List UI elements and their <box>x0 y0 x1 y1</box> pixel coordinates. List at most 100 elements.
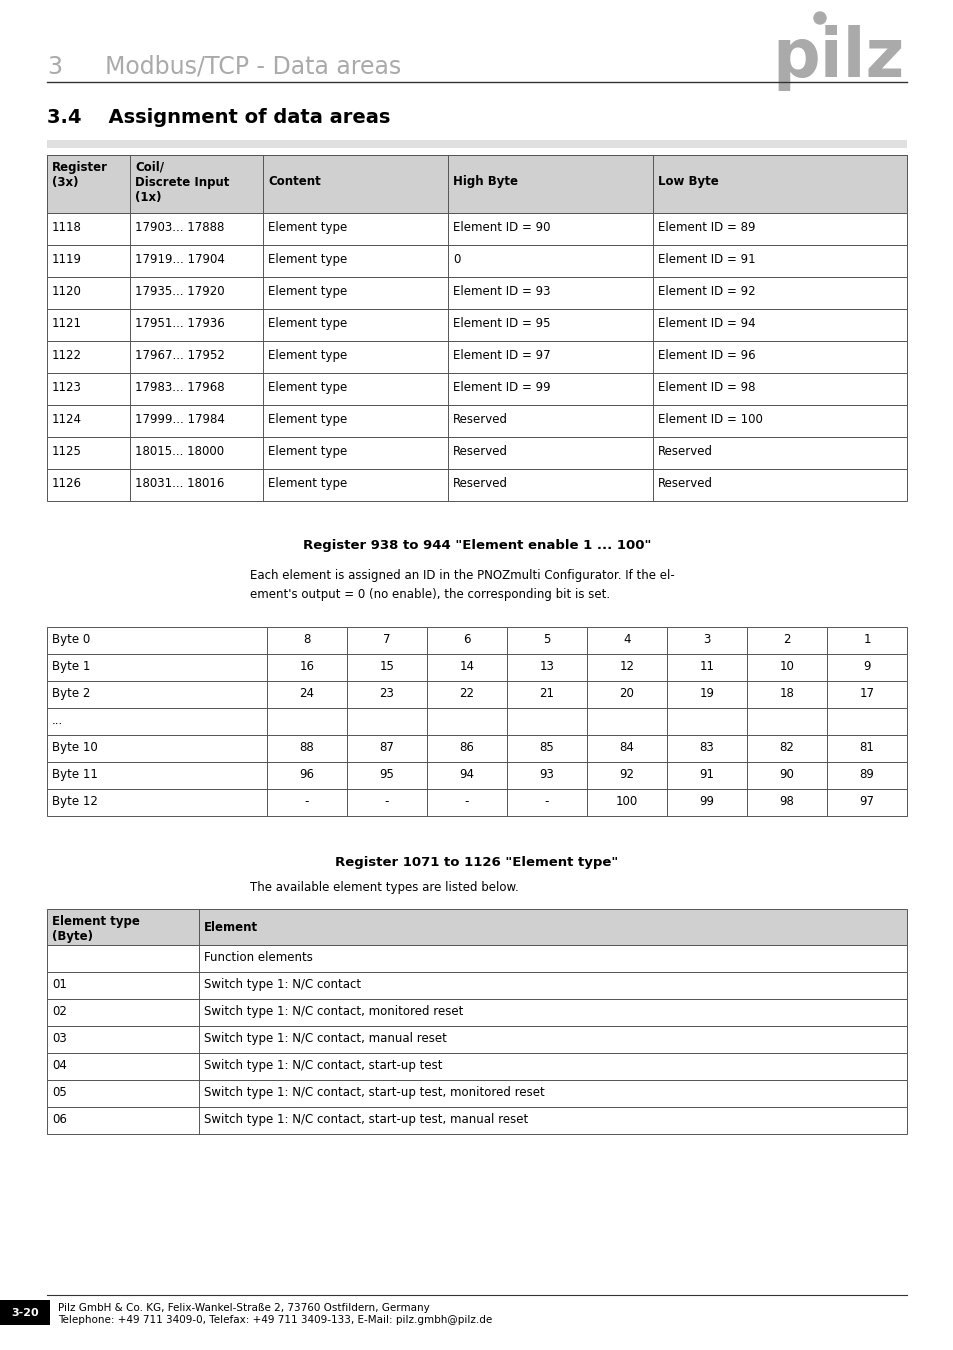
Text: Element ID = 93: Element ID = 93 <box>453 285 550 298</box>
Text: Reserved: Reserved <box>658 446 712 458</box>
Text: Byte 0: Byte 0 <box>52 633 91 647</box>
Text: Reserved: Reserved <box>658 477 712 490</box>
Text: Telephone: +49 711 3409-0, Telefax: +49 711 3409-133, E-Mail: pilz.gmbh@pilz.de: Telephone: +49 711 3409-0, Telefax: +49 … <box>58 1315 492 1324</box>
Text: 10: 10 <box>779 660 794 674</box>
Bar <box>47 1053 906 1080</box>
Text: 11: 11 <box>699 660 714 674</box>
Text: Coil/
Discrete Input
(1x): Coil/ Discrete Input (1x) <box>135 161 229 204</box>
Text: 89: 89 <box>859 768 874 782</box>
Text: Each element is assigned an ID in the PNOZmulti Configurator. If the el-
ement's: Each element is assigned an ID in the PN… <box>250 568 674 601</box>
Text: 83: 83 <box>699 741 714 755</box>
Text: Byte 12: Byte 12 <box>52 795 98 809</box>
Text: 19: 19 <box>699 687 714 701</box>
Text: 1122: 1122 <box>52 350 82 362</box>
Text: 87: 87 <box>379 741 394 755</box>
Text: 24: 24 <box>299 687 314 701</box>
Text: High Byte: High Byte <box>453 176 517 188</box>
Bar <box>47 373 906 405</box>
Text: Element type: Element type <box>268 252 347 266</box>
Text: Switch type 1: N/C contact, start-up test, monitored reset: Switch type 1: N/C contact, start-up tes… <box>204 1085 544 1099</box>
Bar <box>47 788 906 815</box>
Text: Byte 11: Byte 11 <box>52 768 98 782</box>
Bar <box>47 1026 906 1053</box>
Text: 1124: 1124 <box>52 413 82 427</box>
Text: Element type: Element type <box>268 221 347 234</box>
Bar <box>47 761 906 788</box>
Text: 17: 17 <box>859 687 874 701</box>
Bar <box>47 734 906 761</box>
Bar <box>47 140 906 148</box>
Text: 86: 86 <box>459 741 474 755</box>
Text: 13: 13 <box>539 660 554 674</box>
Text: Switch type 1: N/C contact: Switch type 1: N/C contact <box>204 977 361 991</box>
Text: 17951... 17936: 17951... 17936 <box>135 317 225 329</box>
Text: Byte 1: Byte 1 <box>52 660 91 674</box>
Circle shape <box>813 12 825 24</box>
Text: Reserved: Reserved <box>453 413 507 427</box>
Text: 04: 04 <box>52 1058 67 1072</box>
Text: 18031... 18016: 18031... 18016 <box>135 477 224 490</box>
Text: Element ID = 99: Element ID = 99 <box>453 381 550 394</box>
Text: 95: 95 <box>379 768 394 782</box>
Text: Element ID = 91: Element ID = 91 <box>658 252 755 266</box>
Text: 20: 20 <box>618 687 634 701</box>
Text: 3.4    Assignment of data areas: 3.4 Assignment of data areas <box>47 108 390 127</box>
Text: Content: Content <box>268 176 320 188</box>
Text: 12: 12 <box>618 660 634 674</box>
Text: 22: 22 <box>459 687 474 701</box>
Text: 1126: 1126 <box>52 477 82 490</box>
Text: 1123: 1123 <box>52 381 82 394</box>
Text: 14: 14 <box>459 660 474 674</box>
Text: Modbus/TCP - Data areas: Modbus/TCP - Data areas <box>105 55 401 80</box>
Text: Element ID = 89: Element ID = 89 <box>658 221 755 234</box>
Text: 21: 21 <box>539 687 554 701</box>
Text: 1119: 1119 <box>52 252 82 266</box>
Text: 93: 93 <box>539 768 554 782</box>
Text: Element ID = 98: Element ID = 98 <box>658 381 755 394</box>
Text: -: - <box>305 795 309 809</box>
Text: 6: 6 <box>463 633 470 647</box>
Text: Element: Element <box>204 921 258 934</box>
Text: Element ID = 90: Element ID = 90 <box>453 221 550 234</box>
Text: 0: 0 <box>453 252 460 266</box>
Text: 7: 7 <box>383 633 391 647</box>
Text: Element type: Element type <box>268 381 347 394</box>
Text: Byte 10: Byte 10 <box>52 741 97 755</box>
Text: Switch type 1: N/C contact, start-up test, manual reset: Switch type 1: N/C contact, start-up tes… <box>204 1112 528 1126</box>
Bar <box>47 972 906 999</box>
Text: 15: 15 <box>379 660 394 674</box>
Text: 9: 9 <box>862 660 870 674</box>
Text: 3: 3 <box>47 55 62 80</box>
Bar <box>47 999 906 1026</box>
Text: Switch type 1: N/C contact, monitored reset: Switch type 1: N/C contact, monitored re… <box>204 1004 463 1018</box>
Bar <box>47 1080 906 1107</box>
Text: 01: 01 <box>52 977 67 991</box>
Text: 85: 85 <box>539 741 554 755</box>
Text: 1120: 1120 <box>52 285 82 298</box>
Text: 97: 97 <box>859 795 874 809</box>
Text: 96: 96 <box>299 768 314 782</box>
Text: Byte 2: Byte 2 <box>52 687 91 701</box>
Text: 94: 94 <box>459 768 474 782</box>
Text: 8: 8 <box>303 633 311 647</box>
Text: 81: 81 <box>859 741 874 755</box>
Text: 1: 1 <box>862 633 870 647</box>
Text: Pilz GmbH & Co. KG, Felix-Wankel-Straße 2, 73760 Ostfildern, Germany: Pilz GmbH & Co. KG, Felix-Wankel-Straße … <box>58 1303 429 1314</box>
Text: Element ID = 95: Element ID = 95 <box>453 317 550 329</box>
Text: 4: 4 <box>622 633 630 647</box>
Text: 3-20: 3-20 <box>11 1308 39 1318</box>
Text: Element type: Element type <box>268 317 347 329</box>
Text: 17999... 17984: 17999... 17984 <box>135 413 225 427</box>
Bar <box>47 309 906 342</box>
Bar <box>47 244 906 277</box>
Text: 91: 91 <box>699 768 714 782</box>
Text: 99: 99 <box>699 795 714 809</box>
Text: -: - <box>544 795 549 809</box>
Text: 5: 5 <box>543 633 550 647</box>
Text: Element type: Element type <box>268 350 347 362</box>
Bar <box>47 909 906 945</box>
Bar <box>47 680 906 707</box>
Bar <box>47 405 906 437</box>
Text: 1121: 1121 <box>52 317 82 329</box>
Bar <box>47 155 906 213</box>
